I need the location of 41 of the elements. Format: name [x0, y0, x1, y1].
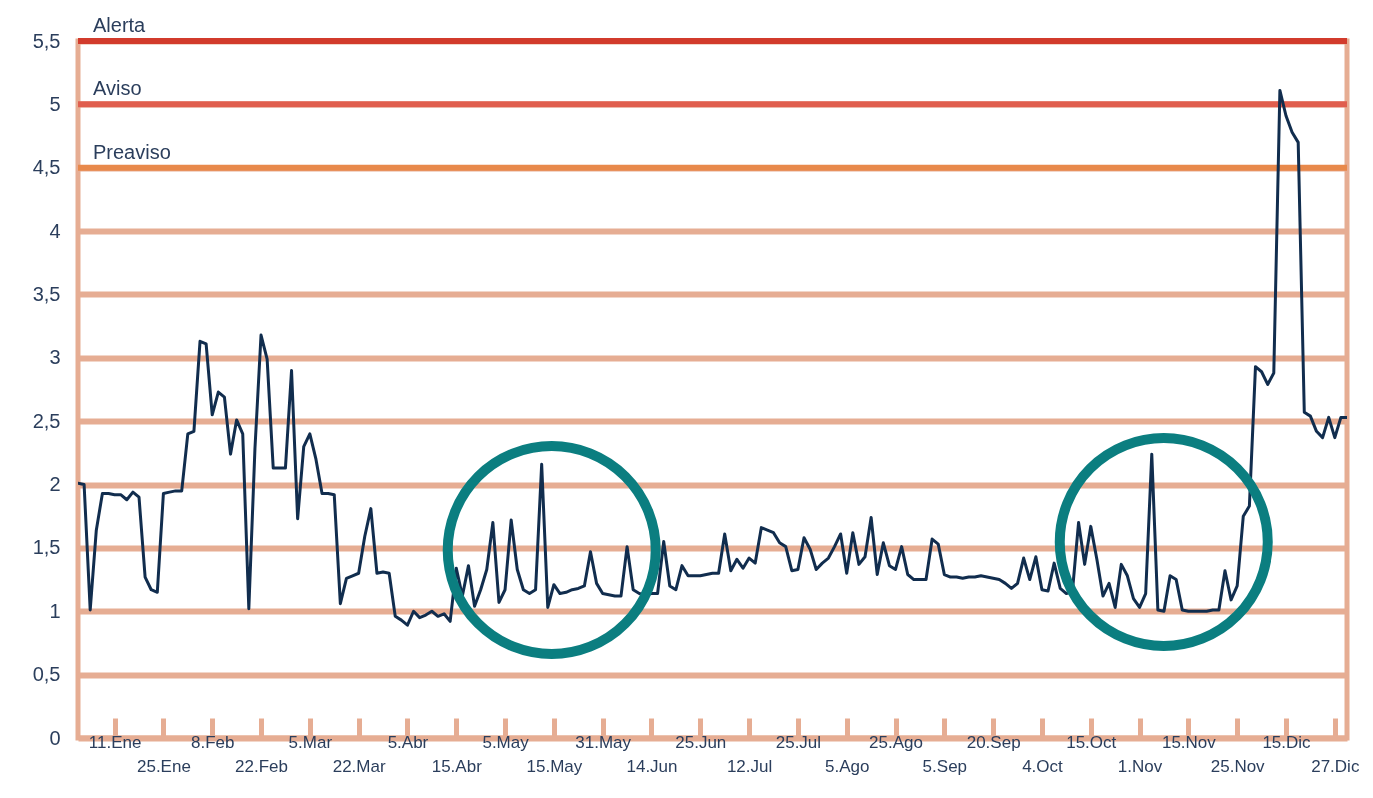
x-tick-label: 15.Oct — [1066, 732, 1117, 752]
x-tick-label: 27.Dic — [1311, 756, 1360, 776]
y-tick-label: 3 — [49, 346, 61, 369]
x-tick-label: 5.Ago — [825, 756, 870, 776]
x-tick-label: 25.Ago — [869, 732, 923, 752]
x-tick-label: 20.Sep — [966, 732, 1021, 752]
y-tick-label: 2 — [49, 473, 61, 496]
y-tick-label: 4 — [49, 219, 61, 242]
x-tick-label: 25.Jun — [675, 732, 727, 752]
x-tick-label: 5.Sep — [922, 756, 968, 776]
x-tick-label: 5.May — [482, 732, 530, 752]
x-tick-label: 31.May — [575, 732, 632, 752]
y-tick-label: 1 — [49, 599, 61, 622]
y-tick-label: 2,5 — [32, 409, 61, 432]
x-tick-label: 25.Jul — [775, 732, 822, 752]
x-tick-label: 15.Dic — [1262, 732, 1312, 752]
x-tick-label: 14.Jun — [626, 756, 678, 776]
y-tick-label: 5,5 — [32, 29, 61, 52]
x-tick-label: 12.Jul — [726, 756, 773, 776]
x-tick-label: 25.Ene — [136, 756, 191, 776]
x-tick-label: 8.Feb — [190, 732, 235, 752]
x-tick-label: 25.Nov — [1210, 756, 1266, 776]
x-tick-label: 5.Mar — [288, 732, 333, 752]
y-tick-label: 0 — [49, 726, 61, 749]
ref-line-label: Alerta — [93, 14, 147, 36]
y-tick-label: 5 — [49, 92, 61, 115]
x-tick-label: 15.May — [526, 756, 583, 776]
x-tick-label: 22.Feb — [235, 756, 288, 776]
x-tick-label: 11.Ene — [88, 732, 142, 752]
x-tick-label: 22.Mar — [332, 756, 386, 776]
x-tick-label: 15.Abr — [431, 756, 483, 776]
x-tick-label: 15.Nov — [1161, 732, 1217, 752]
ref-line-label: Preaviso — [93, 140, 171, 163]
x-tick-label: 1.Nov — [1117, 756, 1163, 776]
y-tick-label: 3,5 — [32, 282, 61, 305]
y-tick-label: 1,5 — [32, 536, 61, 559]
y-tick-label: 0,5 — [32, 663, 61, 686]
ref-line-label: Aviso — [93, 77, 142, 100]
x-tick-label: 4.Oct — [1022, 756, 1064, 776]
x-tick-label: 5.Abr — [387, 732, 429, 752]
y-tick-label: 4,5 — [32, 156, 61, 179]
